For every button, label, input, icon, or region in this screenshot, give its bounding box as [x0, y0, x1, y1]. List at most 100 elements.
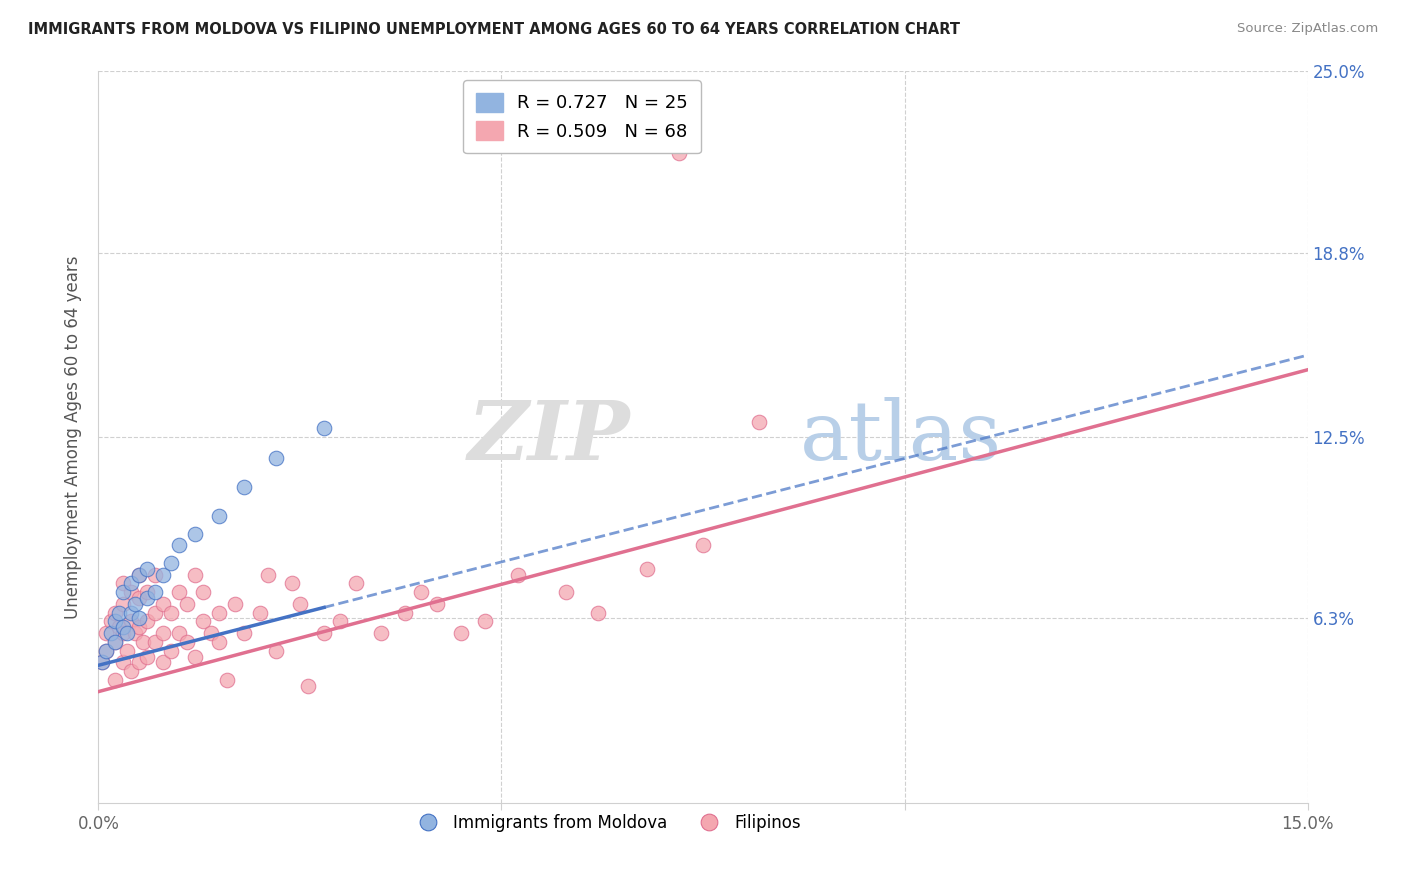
Point	[107, 606, 129, 620]
Point	[107, 620, 129, 634]
Point	[120, 585, 142, 599]
Point	[184, 526, 207, 541]
Point	[128, 567, 150, 582]
Point	[232, 626, 254, 640]
Point	[256, 567, 278, 582]
Point	[128, 567, 150, 582]
Point	[193, 615, 215, 629]
Point	[91, 656, 114, 670]
Point	[111, 620, 134, 634]
Point	[128, 591, 150, 605]
Point	[111, 576, 134, 591]
Point	[120, 606, 142, 620]
Point	[474, 615, 496, 629]
Point	[193, 585, 215, 599]
Point	[224, 597, 246, 611]
Point	[100, 626, 122, 640]
Point	[160, 606, 183, 620]
Point	[297, 679, 319, 693]
Point	[143, 567, 166, 582]
Point	[344, 576, 367, 591]
Point	[167, 538, 190, 552]
Point	[124, 597, 146, 611]
Point	[152, 567, 174, 582]
Point	[103, 635, 125, 649]
Point	[409, 585, 432, 599]
Point	[184, 649, 207, 664]
Point	[748, 416, 770, 430]
Point	[152, 656, 174, 670]
Point	[394, 606, 416, 620]
Point	[208, 606, 231, 620]
Point	[103, 673, 125, 687]
Text: atlas: atlas	[800, 397, 1002, 477]
Point	[264, 450, 287, 465]
Point	[100, 615, 122, 629]
Point	[586, 606, 609, 620]
Point	[96, 643, 118, 657]
Point	[232, 480, 254, 494]
Point	[96, 643, 118, 657]
Point	[103, 615, 125, 629]
Point	[264, 643, 287, 657]
Point	[103, 635, 125, 649]
Point	[135, 615, 157, 629]
Point	[135, 649, 157, 664]
Point	[208, 635, 231, 649]
Point	[128, 611, 150, 625]
Point	[91, 656, 114, 670]
Text: ZIP: ZIP	[468, 397, 630, 477]
Point	[132, 635, 155, 649]
Text: IMMIGRANTS FROM MOLDOVA VS FILIPINO UNEMPLOYMENT AMONG AGES 60 TO 64 YEARS CORRE: IMMIGRANTS FROM MOLDOVA VS FILIPINO UNEM…	[28, 22, 960, 37]
Point	[96, 626, 118, 640]
Point	[426, 597, 449, 611]
Point	[249, 606, 271, 620]
Point	[143, 606, 166, 620]
Point	[176, 635, 198, 649]
Point	[555, 585, 578, 599]
Point	[668, 146, 690, 161]
Point	[288, 597, 311, 611]
Point	[143, 585, 166, 599]
Point	[200, 626, 222, 640]
Point	[208, 509, 231, 524]
Point	[506, 567, 529, 582]
Point	[167, 585, 190, 599]
Point	[135, 591, 157, 605]
Point	[152, 597, 174, 611]
Point	[128, 656, 150, 670]
Point	[217, 673, 239, 687]
Point	[370, 626, 392, 640]
Point	[143, 635, 166, 649]
Point	[128, 620, 150, 634]
Point	[120, 576, 142, 591]
Point	[167, 626, 190, 640]
Point	[111, 597, 134, 611]
Point	[184, 567, 207, 582]
Point	[692, 538, 714, 552]
Point	[135, 562, 157, 576]
Point	[281, 576, 304, 591]
Point	[111, 626, 134, 640]
Legend: Immigrants from Moldova, Filipinos: Immigrants from Moldova, Filipinos	[405, 807, 807, 838]
Point	[152, 626, 174, 640]
Point	[111, 656, 134, 670]
Point	[450, 626, 472, 640]
Point	[120, 615, 142, 629]
Point	[135, 585, 157, 599]
Point	[160, 643, 183, 657]
Y-axis label: Unemployment Among Ages 60 to 64 years: Unemployment Among Ages 60 to 64 years	[65, 255, 83, 619]
Point	[103, 606, 125, 620]
Point	[314, 626, 336, 640]
Point	[111, 585, 134, 599]
Point	[176, 597, 198, 611]
Point	[120, 664, 142, 678]
Point	[115, 626, 138, 640]
Point	[115, 643, 138, 657]
Point	[636, 562, 658, 576]
Point	[329, 615, 352, 629]
Point	[124, 626, 146, 640]
Point	[314, 421, 336, 435]
Point	[160, 556, 183, 570]
Text: Source: ZipAtlas.com: Source: ZipAtlas.com	[1237, 22, 1378, 36]
